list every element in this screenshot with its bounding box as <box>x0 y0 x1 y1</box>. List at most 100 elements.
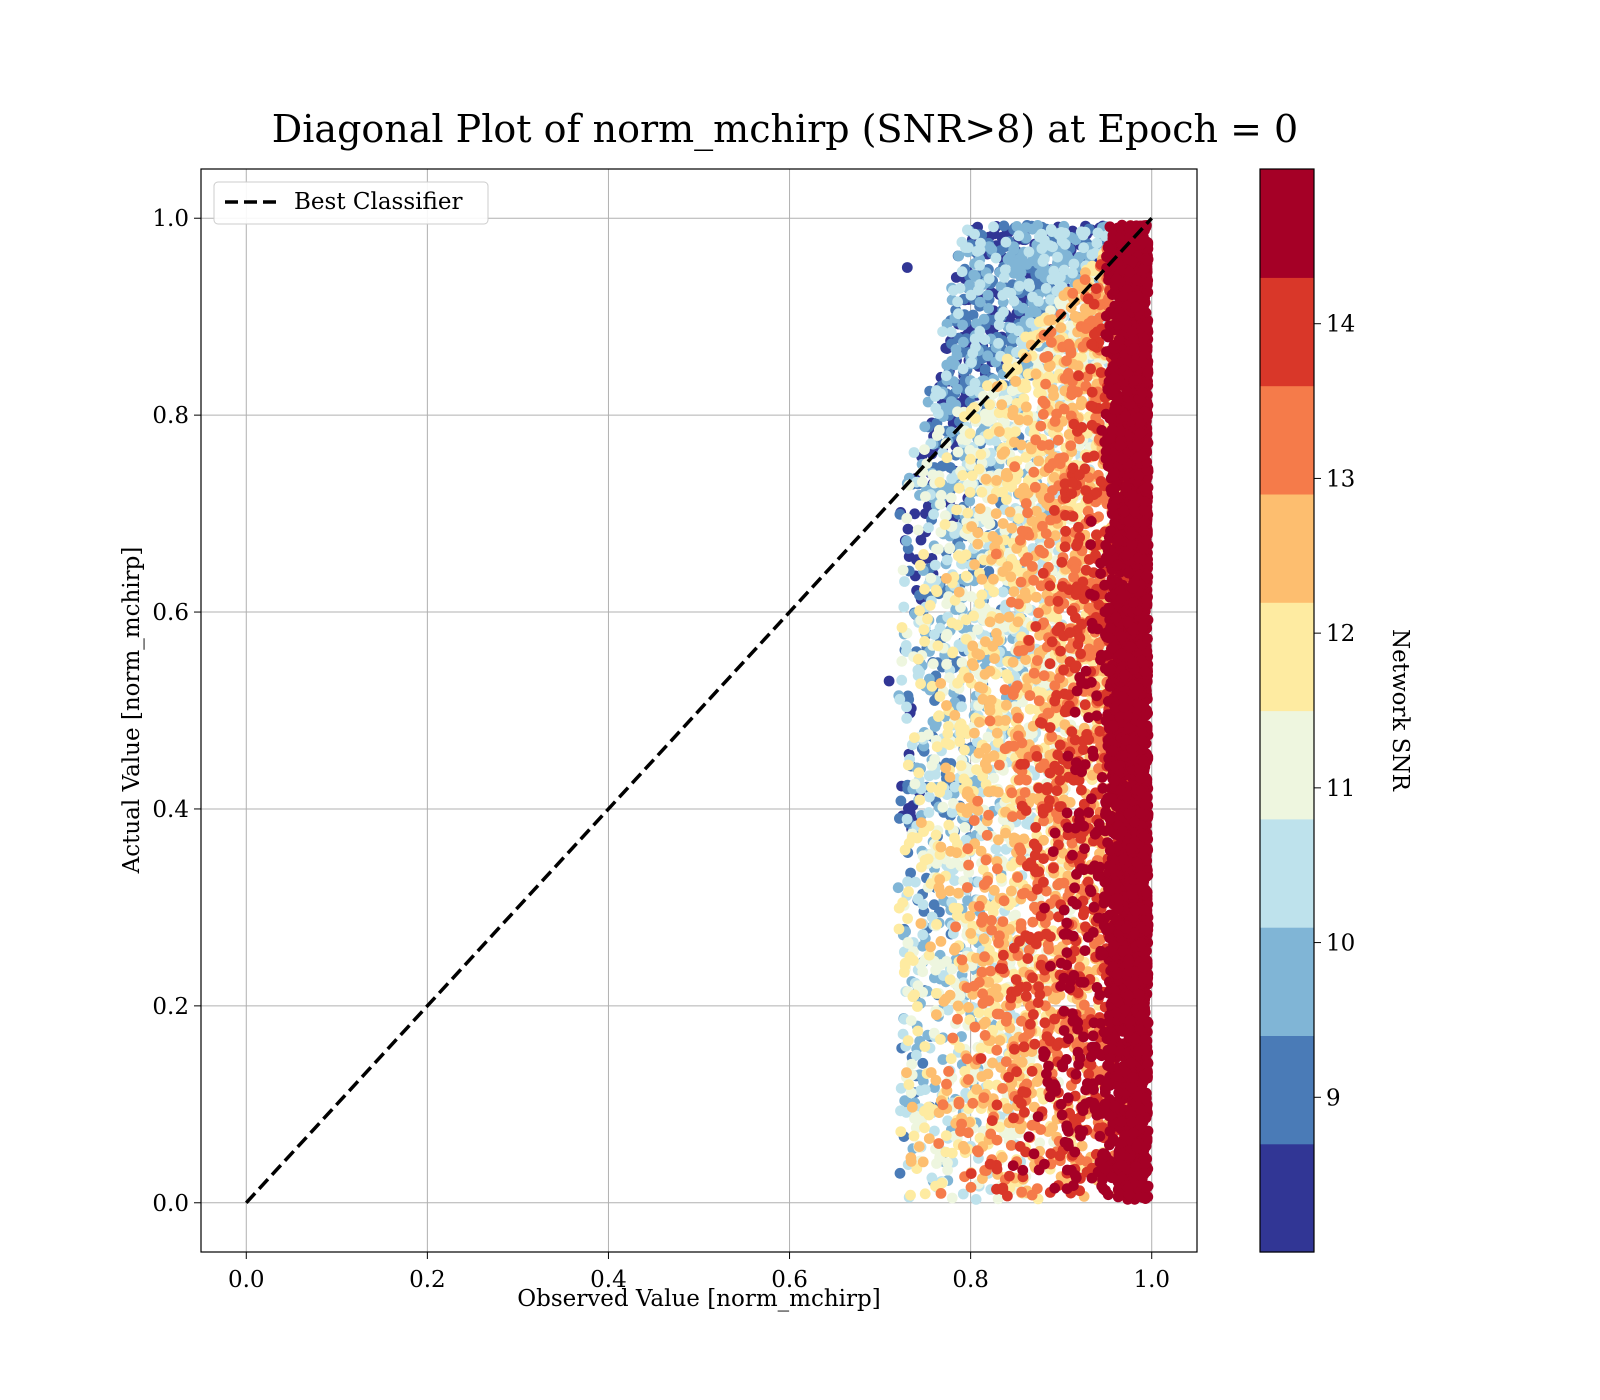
scatter-point <box>943 819 955 831</box>
scatter-point <box>1004 506 1016 518</box>
scatter-point <box>992 635 1004 647</box>
scatter-point <box>992 991 1004 1003</box>
scatter-point <box>982 289 994 301</box>
scatter-point <box>976 573 988 585</box>
scatter-point <box>980 636 991 648</box>
scatter-point <box>896 622 908 633</box>
scatter-point <box>1036 266 1048 277</box>
scatter-point <box>944 771 956 783</box>
scatter-point <box>997 518 1009 529</box>
scatter-point <box>926 1172 938 1184</box>
scatter-point <box>979 1030 991 1041</box>
scatter-point <box>905 1189 916 1201</box>
scatter-point <box>965 289 977 301</box>
scatter-point <box>968 980 980 992</box>
scatter-point <box>913 1141 925 1152</box>
scatter-point <box>942 1157 953 1169</box>
scatter-point <box>945 426 957 438</box>
scatter-point <box>1020 498 1032 509</box>
scatter-point <box>1009 461 1021 473</box>
scatter-point <box>1014 534 1026 546</box>
scatter-point <box>883 675 895 687</box>
scatter-point <box>924 600 936 611</box>
scatter-point <box>936 1177 948 1189</box>
scatter-point <box>974 716 985 728</box>
scatter-point <box>969 727 980 739</box>
scatter-point <box>978 1092 990 1103</box>
scatter-point <box>1027 305 1038 317</box>
scatter-point <box>929 754 941 765</box>
scatter-point <box>922 613 933 625</box>
scatter-point <box>981 762 993 774</box>
scatter-point <box>1033 455 1045 467</box>
scatter-point <box>1000 236 1012 248</box>
scatter-point <box>934 874 946 885</box>
scatter-point <box>1058 264 1070 276</box>
scatter-point <box>917 940 928 952</box>
scatter-point <box>893 902 905 914</box>
scatter-point <box>1048 390 1059 401</box>
scatter-point <box>979 334 991 345</box>
scatter-point <box>990 508 1002 519</box>
scatter-point <box>903 886 914 898</box>
scatter-point <box>892 882 904 894</box>
scatter-point <box>972 624 983 635</box>
scatter-point <box>972 538 984 550</box>
scatter-point <box>914 559 926 571</box>
scatter-point <box>974 649 986 661</box>
scatter-point <box>1021 774 1032 786</box>
scatter-point <box>957 363 969 375</box>
scatter-point <box>1046 731 1058 742</box>
scatter-point <box>966 470 978 481</box>
scatter-point <box>1061 250 1073 262</box>
scatter-point <box>1012 730 1024 742</box>
scatter-point <box>1052 879 1064 891</box>
scatter-point <box>933 1138 945 1149</box>
scatter-point <box>944 543 955 554</box>
scatter-point <box>944 974 956 985</box>
scatter-point <box>1048 265 1060 277</box>
scatter-point <box>923 522 934 534</box>
scatter-point <box>980 473 992 485</box>
scatter-point <box>947 647 958 659</box>
scatter-point <box>1055 322 1067 334</box>
scatter-point <box>998 272 1010 283</box>
scatter-point <box>972 527 984 539</box>
scatter-point <box>1015 439 1027 451</box>
scatter-point <box>1023 246 1035 258</box>
scatter-point <box>918 549 929 560</box>
scatter-point <box>1002 1103 1014 1114</box>
scatter-point <box>946 1192 958 1204</box>
scatter-point <box>1020 258 1032 270</box>
scatter-point <box>903 1079 915 1090</box>
scatter-point <box>1008 586 1020 597</box>
scatter-point <box>915 534 927 546</box>
scatter-point <box>935 1034 946 1045</box>
scatter-point <box>912 1025 924 1037</box>
scatter-point <box>961 1053 973 1065</box>
scatter-point <box>971 1084 983 1095</box>
scatter-point <box>1008 832 1020 844</box>
scatter-point <box>1014 280 1025 292</box>
scatter-point <box>955 802 967 813</box>
scatter-point <box>952 677 963 689</box>
scatter-point <box>969 333 981 345</box>
scatter-point <box>982 1068 994 1080</box>
scatter-point <box>1036 440 1048 451</box>
scatter-point <box>913 767 925 779</box>
scatter-point <box>969 377 981 389</box>
scatter-point <box>980 1016 991 1028</box>
scatter-point <box>1032 655 1043 666</box>
scatter-point <box>941 554 953 566</box>
scatter-point <box>901 713 913 724</box>
scatter-point <box>935 888 947 900</box>
scatter-point <box>1034 544 1046 556</box>
scatter-point <box>1000 470 1012 482</box>
scatter-point <box>1013 230 1025 242</box>
scatter-point <box>1067 267 1078 279</box>
scatter-point <box>901 262 913 273</box>
scatter-point <box>949 709 961 721</box>
scatter-point <box>1008 244 1019 256</box>
scatter-point <box>1063 338 1075 350</box>
scatter-point <box>923 807 935 818</box>
